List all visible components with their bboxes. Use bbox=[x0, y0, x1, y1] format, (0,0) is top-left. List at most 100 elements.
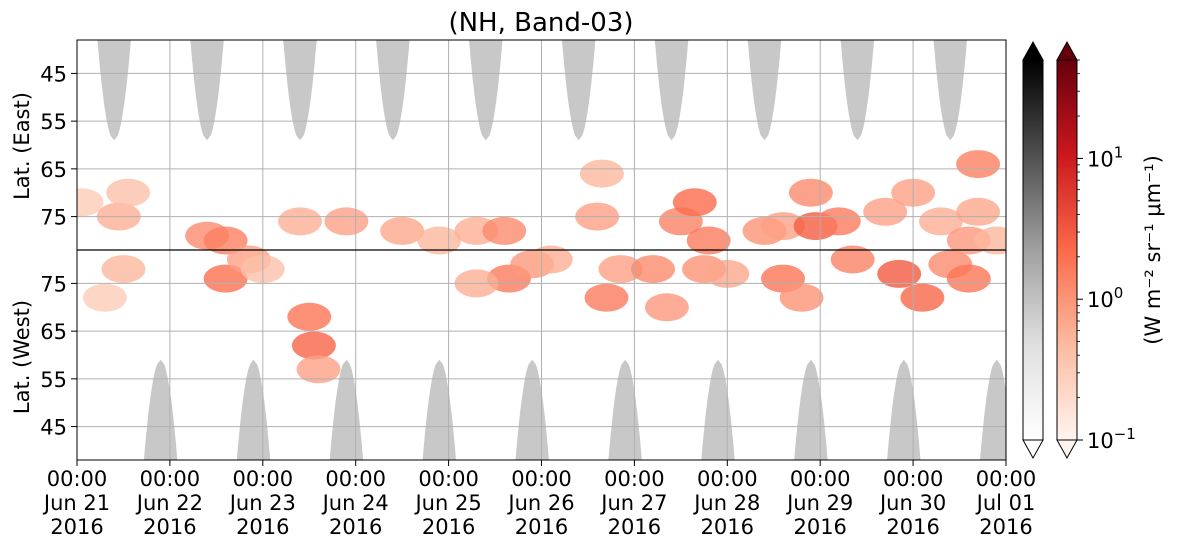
radiance-cell bbox=[830, 245, 875, 274]
x-tick-label: 2016 bbox=[515, 515, 568, 539]
night-mask-west bbox=[422, 359, 456, 460]
radiance-cell bbox=[686, 226, 731, 255]
y-axis-label-east: Lat. (East) bbox=[10, 92, 34, 200]
x-tick-label: 00:00 bbox=[325, 467, 386, 491]
x-tick-label: Jun 29 bbox=[785, 491, 853, 515]
x-tick-label: 2016 bbox=[886, 515, 939, 539]
radiance-cell bbox=[296, 355, 341, 384]
x-tick-label: Jun 28 bbox=[692, 491, 760, 515]
x-tick-label: Jun 25 bbox=[413, 491, 481, 515]
night-mask-east bbox=[469, 40, 503, 141]
radiance-cell bbox=[77, 188, 104, 217]
night-mask-layer bbox=[97, 40, 1006, 460]
y-axis-label-west: Lat. (West) bbox=[10, 300, 34, 414]
radiance-cell bbox=[946, 264, 991, 293]
x-tick-label: Jun 27 bbox=[599, 491, 667, 515]
x-tick-label: Jun 22 bbox=[135, 491, 203, 515]
radiance-cell bbox=[644, 293, 689, 322]
y-tick-label: 65 bbox=[40, 158, 67, 182]
night-mask-east bbox=[933, 40, 967, 141]
x-tick-label: 2016 bbox=[793, 515, 846, 539]
radiance-cell bbox=[324, 207, 369, 236]
radiance-cell bbox=[956, 197, 1001, 226]
radiance-cell bbox=[672, 188, 717, 217]
colorbar-gray bbox=[1022, 59, 1044, 441]
night-mask-west bbox=[794, 359, 828, 460]
y-tick-label: 75 bbox=[40, 206, 67, 230]
x-tick-label: 2016 bbox=[50, 515, 103, 539]
x-tick-label: 00:00 bbox=[47, 467, 108, 491]
colorbar-extend-max bbox=[1056, 40, 1078, 61]
x-tick-label: 00:00 bbox=[511, 467, 572, 491]
radiance-cell bbox=[278, 207, 322, 236]
radiance-cell bbox=[203, 264, 248, 293]
y-tick-label: 45 bbox=[40, 416, 67, 440]
y-axis-ticks: 45 55 65 75 75 65 55 45 bbox=[40, 62, 77, 440]
night-mask-east bbox=[190, 40, 224, 141]
colorbar-tick-label: 100 bbox=[1087, 284, 1123, 312]
night-mask-east bbox=[840, 40, 875, 141]
radiance-cell bbox=[203, 226, 248, 255]
x-tick-label: 2016 bbox=[608, 515, 661, 539]
colorbar-extend-max bbox=[1022, 40, 1044, 61]
y-tick-label: 75 bbox=[40, 272, 67, 296]
x-tick-label: 2016 bbox=[236, 515, 289, 539]
colorbar-reds bbox=[1056, 59, 1078, 441]
x-tick-label: 00:00 bbox=[140, 467, 201, 491]
night-mask-west bbox=[515, 359, 549, 460]
radiance-cell bbox=[900, 283, 945, 312]
colorbar-label: (W m⁻² sr⁻¹ μm⁻¹) bbox=[1141, 155, 1165, 345]
chart-title: (NH, Band-03) bbox=[448, 8, 633, 38]
radiance-cell bbox=[380, 216, 425, 245]
x-tick-label: 2016 bbox=[329, 515, 382, 539]
radiance-cell bbox=[101, 255, 146, 284]
radiance-cell bbox=[82, 283, 127, 312]
radiance-cell bbox=[528, 245, 573, 274]
night-mask-east bbox=[97, 40, 131, 141]
radiance-cell bbox=[779, 283, 824, 312]
night-mask-west bbox=[887, 359, 921, 460]
colorbar-tick-label: 10−1 bbox=[1087, 425, 1136, 453]
x-tick-label: 00:00 bbox=[976, 467, 1037, 491]
night-mask-east bbox=[654, 40, 689, 141]
x-tick-label: 00:00 bbox=[233, 467, 294, 491]
colorbar-extend-min bbox=[1056, 439, 1078, 460]
night-mask-west bbox=[608, 359, 642, 460]
radiance-cell bbox=[584, 283, 629, 312]
colorbars bbox=[1022, 40, 1078, 460]
x-tick-label: 00:00 bbox=[418, 467, 479, 491]
radiance-cell bbox=[956, 150, 1001, 179]
radiance-cell bbox=[877, 259, 922, 288]
x-tick-label: 00:00 bbox=[604, 467, 665, 491]
radiance-cell bbox=[579, 159, 624, 188]
radiance-cell bbox=[287, 302, 332, 331]
radiance-cell bbox=[106, 178, 151, 207]
night-mask-west bbox=[329, 359, 364, 460]
x-tick-label: Jul 01 bbox=[975, 491, 1036, 515]
night-mask-west bbox=[236, 359, 271, 460]
night-mask-east bbox=[561, 40, 596, 141]
radiance-cell bbox=[482, 216, 527, 245]
x-tick-label: Jun 21 bbox=[42, 491, 110, 515]
y-tick-label: 45 bbox=[40, 62, 67, 86]
x-tick-label: 2016 bbox=[701, 515, 754, 539]
radiance-cell bbox=[598, 255, 643, 284]
x-tick-label: 00:00 bbox=[697, 467, 758, 491]
radiance-cell bbox=[974, 226, 1006, 255]
radiance-cell bbox=[788, 178, 833, 207]
plot-area bbox=[76, 39, 1007, 461]
night-mask-west bbox=[143, 359, 178, 460]
radiance-cell bbox=[816, 207, 861, 236]
colorbar-ticks: 10−1 100 101 bbox=[1077, 59, 1136, 453]
night-mask-west bbox=[701, 359, 735, 460]
radiance-cell bbox=[631, 255, 675, 284]
x-tick-label: Jun 26 bbox=[506, 491, 574, 515]
radiance-cell bbox=[919, 207, 963, 236]
x-tick-label: Jun 23 bbox=[228, 491, 296, 515]
night-mask-east bbox=[747, 40, 782, 141]
x-tick-label: Jun 24 bbox=[321, 491, 389, 515]
night-mask-east bbox=[376, 40, 410, 141]
radiance-layer bbox=[77, 150, 1006, 384]
